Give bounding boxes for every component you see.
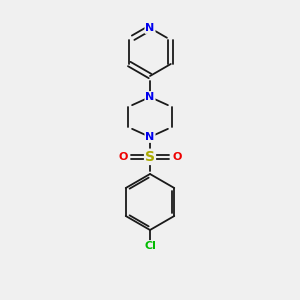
Text: N: N: [146, 92, 154, 102]
Text: Cl: Cl: [144, 241, 156, 251]
Text: O: O: [118, 152, 128, 162]
Text: O: O: [172, 152, 182, 162]
Text: S: S: [145, 150, 155, 164]
Text: N: N: [146, 23, 154, 33]
Text: N: N: [146, 132, 154, 142]
